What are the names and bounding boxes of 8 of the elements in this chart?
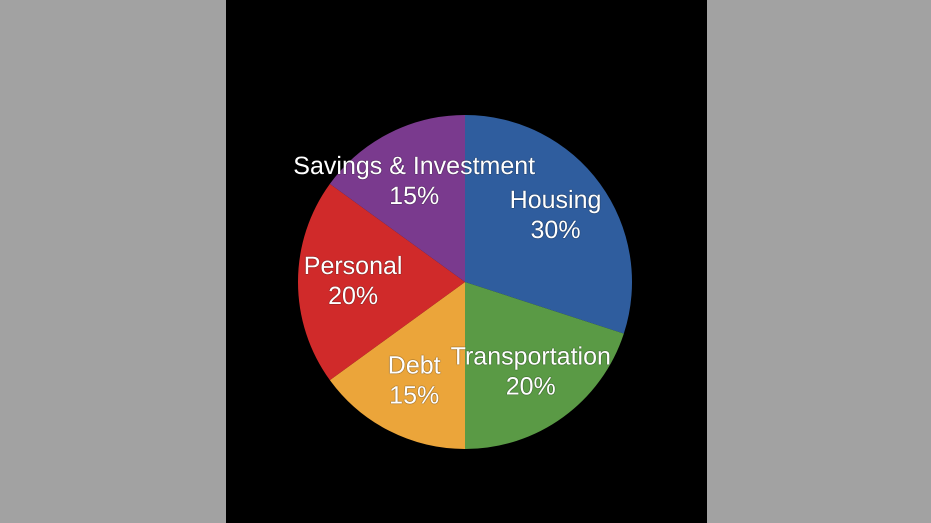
slice-label: Debt <box>388 352 441 380</box>
slice-label: Personal <box>304 252 402 280</box>
data-label: 20% <box>328 282 378 310</box>
data-label: 30% <box>530 216 581 244</box>
data-label: 20% <box>506 372 556 400</box>
data-label: 15% <box>389 182 440 210</box>
data-label: 15% <box>389 382 440 410</box>
slice-label: Housing <box>510 186 602 214</box>
